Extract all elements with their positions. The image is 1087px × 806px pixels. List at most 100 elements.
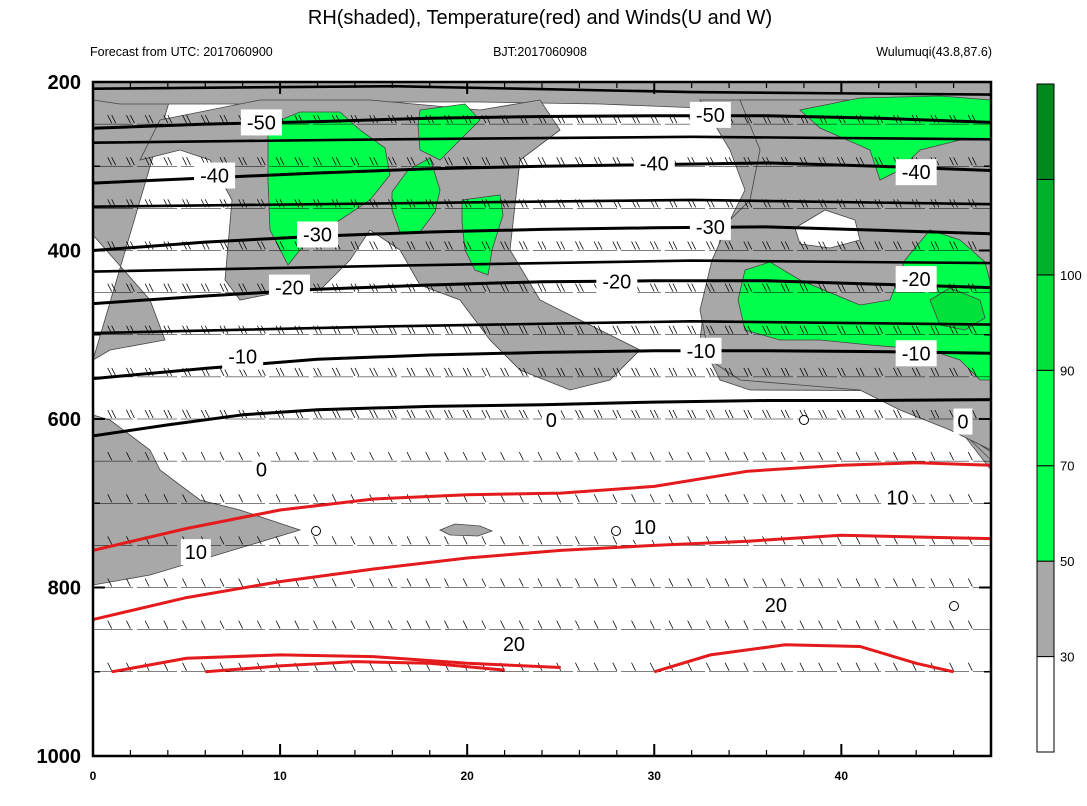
wind-barb <box>219 578 225 587</box>
wind-barb <box>818 409 823 419</box>
wind-barb <box>649 367 655 377</box>
wind-barb <box>859 367 865 377</box>
wind-barb <box>855 241 861 250</box>
wind-barb <box>200 662 206 671</box>
wind-barb <box>541 241 547 250</box>
wind-barb <box>537 536 543 545</box>
wind-barb <box>949 241 954 250</box>
wind-barb <box>541 283 547 292</box>
wind-barb <box>878 325 884 334</box>
wind-barb <box>257 241 262 250</box>
wind-barb <box>762 409 767 419</box>
temperature-contour-line <box>205 660 505 674</box>
wind-barb <box>537 409 543 419</box>
wind-barb <box>725 73 729 81</box>
wind-barb <box>522 157 528 166</box>
wind-barb <box>335 157 341 166</box>
wind-barb <box>504 199 509 208</box>
wind-barb <box>649 578 655 587</box>
wind-barb <box>855 536 861 545</box>
wind-barb <box>500 451 505 461</box>
wind-barb <box>930 451 936 461</box>
wind-barb <box>967 325 973 334</box>
wind-barb <box>635 367 640 377</box>
wind-barb <box>934 409 940 419</box>
wind-barb <box>200 283 206 292</box>
wind-barb <box>710 241 715 250</box>
wind-barb <box>612 241 618 250</box>
wind-barb <box>631 409 636 419</box>
wind-barb <box>130 409 135 419</box>
rh-gray-main-left <box>139 99 641 391</box>
wind-barb <box>967 157 973 166</box>
wind-barb <box>575 241 580 250</box>
wind-barb <box>505 73 509 81</box>
wind-barb <box>425 578 431 587</box>
wind-barb <box>631 662 636 671</box>
wind-barb <box>971 325 977 334</box>
contour-label: -20 <box>275 278 304 300</box>
wind-barb <box>448 73 452 81</box>
wind-barb <box>275 494 281 503</box>
wind-barb <box>859 325 865 334</box>
wind-barb <box>373 157 378 166</box>
wind-barb <box>687 241 693 250</box>
wind-barb <box>219 451 225 461</box>
y-tick-label: 600 <box>48 409 81 431</box>
wind-barb <box>107 536 113 545</box>
wind-barb <box>556 283 562 292</box>
calm-circle <box>949 601 959 611</box>
wind-barb <box>556 578 562 587</box>
wind-barb <box>144 157 150 166</box>
wind-barb <box>182 409 187 419</box>
wind-barb <box>762 451 767 461</box>
wind-barb <box>238 620 244 629</box>
wind-barb <box>275 620 281 629</box>
wind-barb <box>575 73 579 81</box>
wind-barb <box>537 325 543 334</box>
wind-barb <box>575 536 580 545</box>
contour-label: -10 <box>902 343 931 365</box>
wind-barb <box>481 451 487 461</box>
contour-label-box <box>222 343 264 370</box>
wind-barb <box>518 536 524 545</box>
wind-barb <box>448 367 453 377</box>
contour-label-box <box>953 408 973 435</box>
wind-barb <box>350 241 356 250</box>
wind-barb <box>893 662 898 671</box>
wind-barb <box>649 494 655 503</box>
wind-barb <box>766 241 771 250</box>
wind-barb <box>728 367 734 377</box>
calm-circle <box>799 415 809 425</box>
wind-barb <box>163 662 169 671</box>
wind-barb <box>350 578 356 587</box>
wind-barb <box>294 536 300 545</box>
wind-barb <box>874 536 880 545</box>
wind-barb <box>593 367 599 377</box>
wind-barb <box>744 73 748 81</box>
wind-barb <box>485 241 491 250</box>
wind-barb <box>537 494 543 503</box>
wind-barb <box>243 73 247 81</box>
wind-barb <box>387 662 393 671</box>
wind-barb <box>935 73 939 81</box>
wind-barb <box>257 494 262 503</box>
wind-barb <box>934 325 940 334</box>
wind-barb <box>406 157 412 166</box>
colorbar-label: 100 <box>1060 268 1082 283</box>
wind-barb <box>560 409 566 419</box>
wind-barb <box>500 409 505 419</box>
wind-barb <box>387 157 393 166</box>
contour-label: -10 <box>687 341 716 363</box>
wind-barb <box>972 73 976 81</box>
wind-barb <box>504 409 509 419</box>
wind-barb <box>669 73 673 81</box>
wind-barb <box>444 73 448 81</box>
wind-barb <box>313 494 318 503</box>
wind-barb <box>575 451 580 461</box>
wind-barb <box>747 325 753 334</box>
wind-barb <box>949 620 954 629</box>
wind-barb <box>822 325 827 334</box>
wind-barb <box>111 409 117 419</box>
colorbar-label: 90 <box>1060 363 1074 378</box>
